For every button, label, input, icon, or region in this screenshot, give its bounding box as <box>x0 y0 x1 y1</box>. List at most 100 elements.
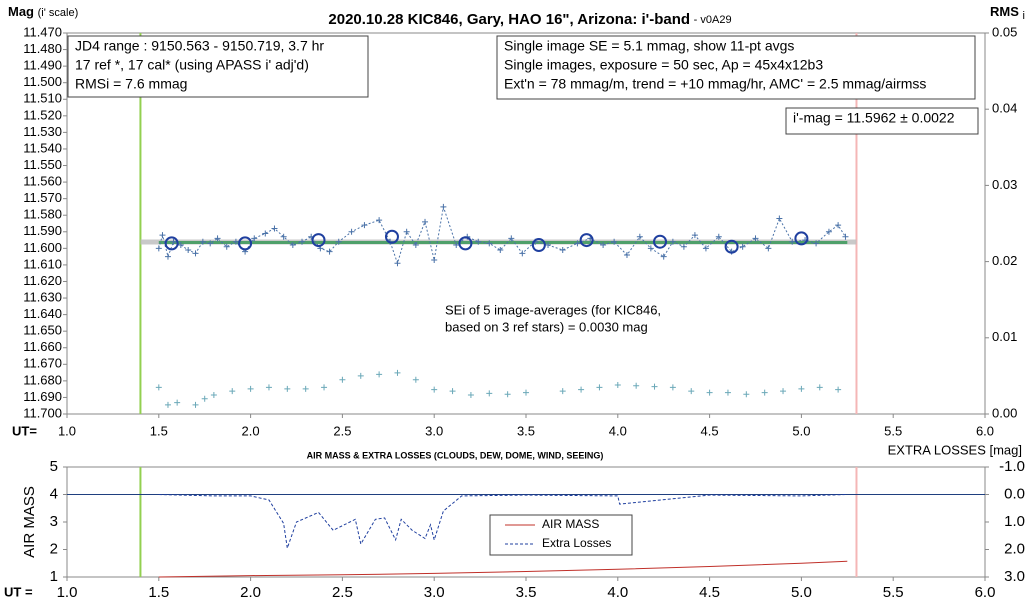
point <box>412 242 419 249</box>
x-tick-label: 2.0 <box>242 423 260 438</box>
point <box>825 228 832 235</box>
point <box>232 238 239 245</box>
y2-tick-label: 2.0 <box>1004 540 1025 557</box>
y2-tick-label: -1.0 <box>999 458 1025 475</box>
point <box>174 399 181 406</box>
y2-tick-label: 1.0 <box>1004 513 1025 530</box>
x-tick-label: 4.0 <box>607 584 628 601</box>
point <box>706 389 713 396</box>
point <box>289 242 296 249</box>
point <box>651 383 658 390</box>
point <box>486 240 493 247</box>
point <box>214 235 221 242</box>
y2-tick-label: 0.0 <box>1004 485 1025 502</box>
annotation-text: Ext'n = 78 mmag/m, trend = +10 mmag/hr, … <box>504 76 926 92</box>
average-point <box>458 236 473 251</box>
point <box>842 233 849 240</box>
point <box>185 247 192 254</box>
point <box>743 391 750 398</box>
y-tick-label: 11.630 <box>23 289 62 304</box>
y-tick-label: 11.640 <box>23 306 62 321</box>
y2-tick-label: 3.0 <box>1004 568 1025 585</box>
point <box>159 232 166 239</box>
y-tick-label: 11.470 <box>23 24 62 39</box>
point <box>321 384 328 391</box>
x-tick-label: 4.5 <box>701 423 719 438</box>
point <box>724 389 731 396</box>
y-tick-label: 1 <box>50 568 58 585</box>
x-tick-label: 3.0 <box>425 423 443 438</box>
point <box>403 228 410 235</box>
x-axis-title: UT = <box>4 584 33 599</box>
x-tick-label: 2.5 <box>332 584 353 601</box>
y-tick-label: 11.490 <box>23 58 62 73</box>
point <box>688 388 695 395</box>
x-tick-label: 3.5 <box>517 423 535 438</box>
point <box>545 242 552 249</box>
y-tick-label: 3 <box>50 513 58 530</box>
point <box>835 222 842 229</box>
point <box>611 238 618 245</box>
x-tick-label: 5.5 <box>883 584 904 601</box>
point <box>776 215 783 222</box>
y-tick-label: 11.550 <box>23 157 62 172</box>
y2-tick-label: 0.05 <box>992 24 1017 39</box>
y-tick-label: 11.690 <box>23 389 62 404</box>
x-axis-title: UT= <box>12 423 37 438</box>
point <box>326 248 333 255</box>
y2-axis-title: RMS i <box>990 4 1025 21</box>
point <box>614 382 621 389</box>
point <box>739 243 746 250</box>
series-line <box>158 560 848 578</box>
average-point <box>384 229 399 244</box>
point <box>835 386 842 393</box>
point <box>523 389 529 396</box>
point <box>504 391 511 398</box>
average-point <box>579 233 594 248</box>
point <box>596 384 603 391</box>
point <box>155 384 162 391</box>
y-tick-label: 11.650 <box>23 323 62 338</box>
point <box>752 235 759 242</box>
annotation-text: Single images, exposure = 50 sec, Ap = 4… <box>504 57 823 73</box>
average-point <box>164 236 179 251</box>
annotation-text: based on 3 ref stars) = 0.0030 mag <box>445 319 648 334</box>
x-tick-label: 1.5 <box>150 423 168 438</box>
point <box>780 388 787 395</box>
point <box>207 240 214 247</box>
point <box>339 376 346 383</box>
series-line <box>158 206 846 265</box>
point <box>633 382 640 389</box>
x-tick-label: 5.0 <box>792 423 810 438</box>
point <box>669 238 676 245</box>
chart-title: AIR MASS & EXTRA LOSSES (CLOUDS, DEW, DO… <box>307 450 604 460</box>
y-tick-label: 11.700 <box>23 405 62 420</box>
y-tick-label: 11.580 <box>23 207 62 222</box>
average-point <box>531 238 546 253</box>
point <box>559 247 566 254</box>
point <box>302 385 309 392</box>
point <box>177 242 184 249</box>
y-tick-label: 11.570 <box>23 190 62 205</box>
y2-tick-label: 0.00 <box>992 405 1017 420</box>
y2-tick-label: 0.02 <box>992 253 1017 268</box>
point <box>394 369 401 376</box>
point <box>357 372 364 379</box>
point <box>265 384 272 391</box>
point <box>284 385 291 392</box>
point <box>623 251 630 258</box>
point <box>376 217 383 224</box>
y-tick-label: 11.680 <box>23 372 62 387</box>
average-point <box>794 231 809 246</box>
y2-tick-label: 0.04 <box>992 101 1017 116</box>
point <box>192 250 199 257</box>
point <box>600 242 607 249</box>
point <box>660 253 667 260</box>
y-tick-label: 11.600 <box>23 240 62 255</box>
annotation-text: RMSi = 7.6 mmag <box>75 76 187 92</box>
annotation-box <box>785 107 979 135</box>
y-tick-label: 11.540 <box>23 140 62 155</box>
average-point <box>653 234 668 249</box>
point <box>559 388 566 395</box>
